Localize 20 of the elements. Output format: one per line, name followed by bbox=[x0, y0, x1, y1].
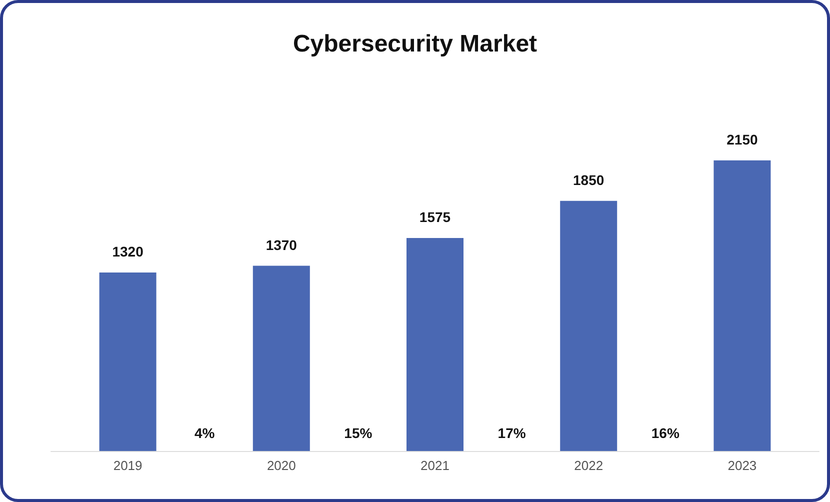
bar bbox=[560, 200, 618, 451]
bar bbox=[714, 160, 771, 451]
annotation: 15% bbox=[344, 425, 373, 441]
annotation: 16% bbox=[651, 425, 680, 441]
x-tick-label: 2023 bbox=[728, 458, 757, 473]
data-label: 2150 bbox=[726, 131, 758, 148]
data-label: 1370 bbox=[266, 236, 298, 253]
annotation: 4% bbox=[194, 425, 216, 441]
data-label: 1320 bbox=[112, 244, 144, 260]
annotation: 17% bbox=[498, 425, 526, 441]
bar bbox=[252, 266, 310, 451]
x-tick-label: 2019 bbox=[113, 458, 142, 473]
data-label: 1575 bbox=[419, 209, 451, 226]
bar bbox=[99, 272, 156, 451]
x-tick-label: 2021 bbox=[420, 458, 450, 473]
chart-title: Cybersecurity Market bbox=[292, 30, 538, 58]
x-tick-label: 2020 bbox=[266, 458, 296, 473]
data-label: 1850 bbox=[573, 172, 604, 188]
x-tick-label: 2022 bbox=[574, 458, 604, 473]
bar bbox=[406, 238, 464, 451]
